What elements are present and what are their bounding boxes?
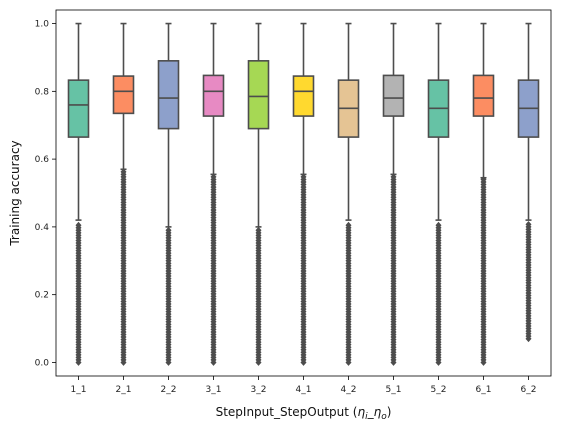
- box-group-1_1: [67, 22, 90, 366]
- box-iqr: [202, 74, 225, 117]
- outlier-point: [255, 226, 262, 234]
- box-group-3_2: [247, 22, 270, 366]
- x-tick-label: 2_1: [116, 385, 132, 395]
- y-tick-label: 0.2: [35, 291, 49, 301]
- box-iqr: [472, 74, 495, 117]
- outlier-point: [435, 221, 442, 229]
- box-iqr: [382, 74, 405, 117]
- y-axis-label: Training accuracy: [8, 140, 22, 246]
- box-group-2_1: [112, 22, 135, 366]
- box-iqr: [292, 75, 315, 117]
- box-group-5_2: [427, 22, 450, 366]
- boxes-layer: [67, 22, 540, 366]
- x-tick-label: 1_1: [71, 385, 87, 395]
- outlier-point: [300, 173, 307, 181]
- x-axis-label-sub-i: i: [365, 412, 368, 422]
- x-tick-label: 3_2: [251, 385, 267, 395]
- x-tick-label: 5_1: [386, 385, 402, 395]
- x-tick-label: 5_2: [431, 385, 447, 395]
- x-axis-label-text: StepInput_StepOutput (: [216, 405, 358, 419]
- y-tick-label: 0.4: [35, 223, 50, 233]
- outlier-point: [75, 221, 82, 229]
- box-group-2_2: [157, 22, 180, 366]
- box-iqr: [112, 75, 135, 115]
- box-iqr: [67, 79, 90, 138]
- y-tick-label: 0.0: [35, 358, 50, 368]
- box-group-3_1: [202, 22, 225, 366]
- box-group-6_1: [472, 22, 495, 366]
- x-tick-label: 6_1: [476, 385, 492, 395]
- outlier-point: [210, 173, 217, 181]
- box-iqr: [157, 60, 180, 130]
- x-axis: 1_1 2_1 2_2 3_1 3_2 4_1 4_2 5_1 5_2 6_1 6_2: [71, 376, 537, 395]
- x-tick-label: 6_2: [521, 385, 537, 395]
- x-axis-label-sub-o: o: [381, 412, 387, 422]
- y-tick-label: 1.0: [35, 20, 50, 30]
- outlier-point: [120, 168, 127, 176]
- x-axis-label-eta-o: η: [374, 405, 382, 419]
- box-group-4_1: [292, 22, 315, 366]
- y-axis: 0.0 0.2 0.4 0.6 0.8 1.0: [35, 20, 56, 368]
- x-tick-label: 4_2: [341, 385, 357, 395]
- box-group-5_1: [382, 22, 405, 366]
- x-axis-label: StepInput_StepOutput (ηi_ηo): [216, 405, 392, 422]
- x-tick-label: 2_2: [161, 385, 177, 395]
- x-axis-label-sep: _: [367, 405, 375, 419]
- outlier-point: [345, 221, 352, 229]
- x-tick-label: 3_1: [206, 385, 222, 395]
- box-group-6_2: [517, 22, 540, 343]
- y-tick-label: 0.8: [35, 87, 50, 97]
- outlier-point: [165, 226, 172, 234]
- outlier-point: [390, 173, 397, 181]
- box-iqr: [247, 60, 270, 130]
- box-group-4_2: [337, 22, 360, 366]
- x-axis-label-eta-i: η: [357, 405, 365, 419]
- x-tick-label: 4_1: [296, 385, 312, 395]
- y-tick-label: 0.6: [35, 155, 50, 165]
- outlier-point: [525, 220, 532, 228]
- x-axis-label-close: ): [387, 405, 392, 419]
